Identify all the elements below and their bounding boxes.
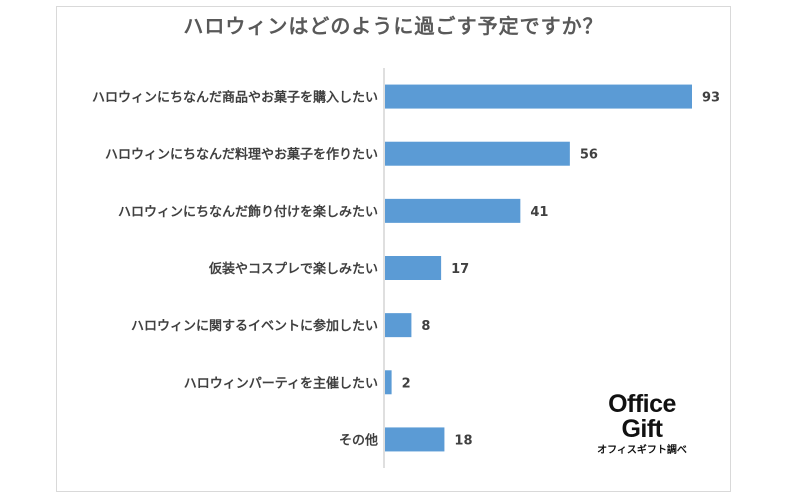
category-label-4: 仮装やコスプレで楽しみたい xyxy=(208,261,378,277)
bar-1 xyxy=(385,84,692,109)
category-label-3: ハロウィンにちなんだ飾り付けを楽しみたい xyxy=(118,204,378,220)
bar-3 xyxy=(385,198,521,223)
value-label-6: 2 xyxy=(402,376,411,391)
bar-7 xyxy=(385,427,445,452)
value-label-5: 8 xyxy=(421,319,430,334)
value-label-3: 41 xyxy=(530,205,548,220)
bar-4 xyxy=(385,256,442,280)
category-label-2: ハロウィンにちなんだ料理やお菓子を作りたい xyxy=(105,147,378,163)
bar-6 xyxy=(385,370,392,395)
bar-5 xyxy=(385,313,412,338)
value-label-1: 93 xyxy=(702,91,720,106)
category-label-6: ハロウィンパーティを主催したい xyxy=(184,375,378,391)
value-label-2: 56 xyxy=(580,148,598,163)
category-label-7: その他 xyxy=(339,432,378,448)
logo-line-gift: Gift xyxy=(621,415,663,443)
category-label-5: ハロウィンに関するイベントに参加したい xyxy=(131,318,378,334)
chart-title: ハロウィンはどのように過ごす予定ですか？ xyxy=(183,14,604,38)
bar-2 xyxy=(385,141,570,166)
logo-line-office: Office xyxy=(608,390,676,418)
logo-caption: オフィスギフト調べ xyxy=(597,445,687,456)
value-label-7: 18 xyxy=(454,433,472,448)
value-label-4: 17 xyxy=(451,262,469,277)
category-label-1: ハロウィンにちなんだ商品やお菓子を購入したい xyxy=(92,90,378,106)
office-gift-logo: Office Gift オフィスギフト調べ xyxy=(586,392,698,458)
